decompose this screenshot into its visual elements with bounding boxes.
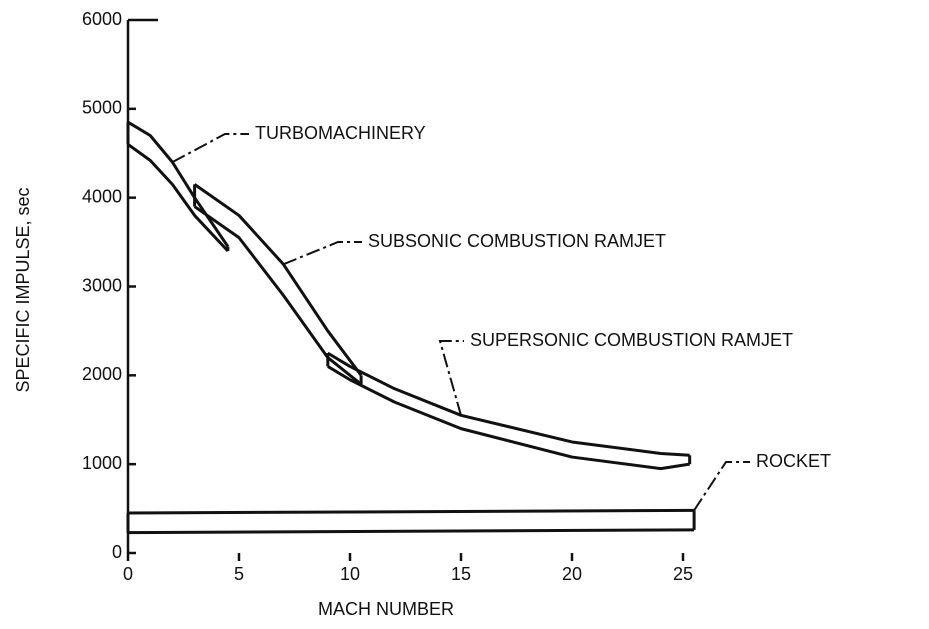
y-tick-label: 1000 [82, 453, 122, 473]
y-tick-label: 3000 [82, 275, 122, 295]
x-tick-label: 15 [451, 564, 471, 584]
x-tick-label: 10 [340, 564, 360, 584]
y-tick-label: 0 [112, 542, 122, 562]
y-tick-label: 5000 [82, 98, 122, 118]
band-edge-lower [127, 528, 695, 535]
band-edge-lower [327, 365, 690, 471]
leader-line [693, 461, 750, 511]
band-edge-lower [127, 143, 229, 252]
series-label: SUPERSONIC COMBUSTION RAMJET [470, 330, 793, 350]
x-tick-label: 20 [562, 564, 582, 584]
series-label: ROCKET [756, 451, 831, 471]
band-edge-upper [127, 508, 695, 515]
x-tick-label: 5 [234, 564, 244, 584]
y-tick-label: 4000 [82, 186, 122, 206]
leader-line [171, 133, 249, 164]
band-edge-lower [193, 205, 363, 386]
series-label: SUBSONIC COMBUSTION RAMJET [368, 231, 666, 251]
y-axis-label: SPECIFIC IMPULSE, sec [13, 187, 33, 392]
x-tick-label: 25 [673, 564, 693, 584]
series-label: TURBOMACHINERY [255, 123, 426, 143]
y-tick-label: 6000 [82, 9, 122, 29]
leader-line [438, 340, 464, 416]
band-edge-upper [193, 183, 363, 377]
x-tick-label: 0 [123, 564, 133, 584]
x-axis-label: MACH NUMBER [318, 599, 454, 619]
y-tick-label: 2000 [82, 364, 122, 384]
leader-line [283, 241, 362, 266]
